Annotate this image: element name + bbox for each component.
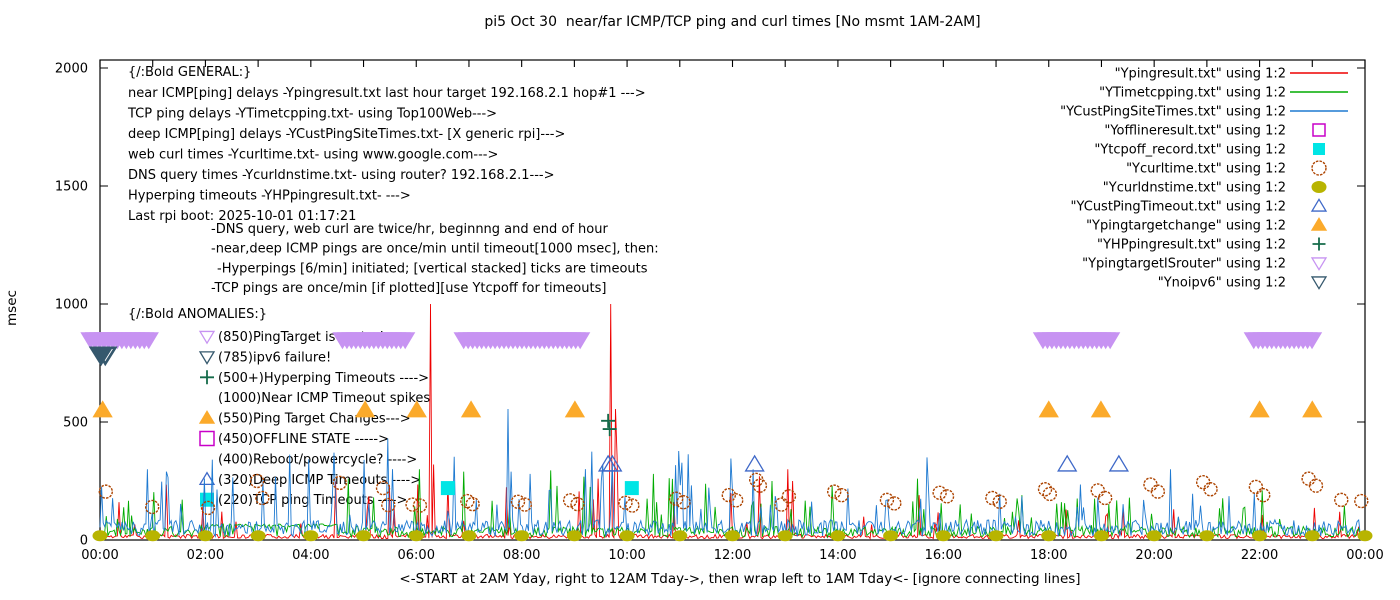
- svg-text:(550)Ping Target Changes--->: (550)Ping Target Changes--->: [218, 412, 411, 427]
- points-ycurldnstime: [92, 530, 1373, 542]
- svg-text:TCP ping delays -YTimetcpping.: TCP ping delays -YTimetcpping.txt- using…: [127, 107, 497, 122]
- svg-text:(1000)Near ICMP Timeout spikes: (1000)Near ICMP Timeout spikes: [218, 391, 430, 406]
- svg-text:"Ytcpoff_record.txt" using 1:2: "Ytcpoff_record.txt" using 1:2: [1094, 143, 1286, 158]
- points-ycurltime: [98, 471, 1369, 516]
- svg-text:-TCP pings are once/min [if pl: -TCP pings are once/min [if plotted][use…: [211, 281, 606, 296]
- legend: "Ypingresult.txt" using 1:2 "YTimetcpping…: [1060, 67, 1348, 291]
- points-ynoipv6: [88, 346, 118, 367]
- svg-text:"Yofflineresult.txt" using 1:2: "Yofflineresult.txt" using 1:2: [1104, 124, 1286, 139]
- svg-text:"YpingtargetISrouter" using 1:: "YpingtargetISrouter" using 1:2: [1082, 257, 1286, 272]
- svg-text:Hyperping timeouts -YHPpingres: Hyperping timeouts -YHPpingresult.txt- -…: [128, 189, 411, 204]
- svg-text:18:00: 18:00: [1030, 548, 1067, 563]
- svg-text:"Ycurldnstime.txt" using 1:2: "Ycurldnstime.txt" using 1:2: [1103, 181, 1286, 196]
- svg-text:deep ICMP[ping] delays -YCustP: deep ICMP[ping] delays -YCustPingSiteTim…: [128, 127, 565, 142]
- chart-title: pi5 Oct 30 near/far ICMP/TCP ping and cu…: [484, 14, 981, 30]
- svg-text:10:00: 10:00: [608, 548, 645, 563]
- svg-text:12:00: 12:00: [714, 548, 751, 563]
- svg-text:(320)Deep ICMP Timeouts ---->: (320)Deep ICMP Timeouts ---->: [218, 473, 421, 488]
- x-axis-label: <-START at 2AM Yday, right to 12AM Tday-…: [399, 571, 1081, 587]
- svg-text:(785)ipv6 failure!: (785)ipv6 failure!: [218, 350, 331, 365]
- svg-text:1000: 1000: [55, 298, 88, 313]
- svg-text:Last rpi boot: 2025-10-01 01:1: Last rpi boot: 2025-10-01 01:17:21: [128, 209, 356, 224]
- svg-text:"YTimetcpping.txt" using 1:2: "YTimetcpping.txt" using 1:2: [1099, 86, 1286, 101]
- svg-text:"YHPpingresult.txt" using 1:2: "YHPpingresult.txt" using 1:2: [1097, 238, 1286, 253]
- svg-text:"YCustPingSiteTimes.txt" using: "YCustPingSiteTimes.txt" using 1:2: [1060, 105, 1286, 120]
- svg-text:500: 500: [63, 416, 88, 431]
- svg-text:"Ycurltime.txt" using 1:2: "Ycurltime.txt" using 1:2: [1126, 162, 1286, 177]
- svg-text:20:00: 20:00: [1135, 548, 1172, 563]
- svg-text:DNS query times -Ycurldnstime.: DNS query times -Ycurldnstime.txt- using…: [128, 168, 554, 183]
- points-ypingtargetchange: [92, 400, 1323, 418]
- points-yhppingresult: [601, 413, 617, 437]
- svg-text:06:00: 06:00: [398, 548, 435, 563]
- svg-text:near ICMP[ping] delays -Ypingr: near ICMP[ping] delays -Ypingresult.txt …: [128, 86, 646, 101]
- svg-text:-near,deep ICMP pings are once: -near,deep ICMP pings are once/min until…: [211, 242, 659, 257]
- svg-text:-Hyperpings [6/min] initiated;: -Hyperpings [6/min] initiated; [vertical…: [217, 261, 648, 276]
- svg-text:2000: 2000: [55, 62, 88, 77]
- svg-text:16:00: 16:00: [925, 548, 962, 563]
- svg-text:00:00: 00:00: [81, 548, 118, 563]
- svg-text:{/:Bold GENERAL:}: {/:Bold GENERAL:}: [128, 65, 251, 80]
- svg-text:"Ypingresult.txt" using 1:2: "Ypingresult.txt" using 1:2: [1115, 67, 1286, 82]
- svg-text:"Ynoipv6" using 1:2: "Ynoipv6" using 1:2: [1158, 276, 1286, 291]
- svg-text:(500+)Hyperping Timeouts ---->: (500+)Hyperping Timeouts ---->: [218, 371, 429, 386]
- svg-text:04:00: 04:00: [292, 548, 329, 563]
- svg-text:(400)Reboot/powercycle? ---->: (400)Reboot/powercycle? ---->: [218, 452, 417, 467]
- svg-text:"Ypingtargetchange" using 1:2: "Ypingtargetchange" using 1:2: [1086, 219, 1286, 234]
- annotations: {/:Bold GENERAL:} near ICMP[ping] delays …: [127, 65, 659, 508]
- series-ycustpingsitetimes-txt: [99, 408, 1366, 539]
- svg-text:"YCustPingTimeout.txt" using 1: "YCustPingTimeout.txt" using 1:2: [1071, 200, 1286, 215]
- svg-text:0: 0: [80, 534, 88, 549]
- svg-text:22:00: 22:00: [1241, 548, 1278, 563]
- svg-text:(220)TCP ping Timeouts ---->: (220)TCP ping Timeouts ---->: [218, 493, 407, 508]
- svg-text:1500: 1500: [55, 180, 88, 195]
- svg-text:{/:Bold ANOMALIES:}: {/:Bold ANOMALIES:}: [128, 307, 267, 322]
- svg-text:(450)OFFLINE STATE ----->: (450)OFFLINE STATE ----->: [218, 432, 389, 447]
- svg-text:-DNS query, web curl are twice: -DNS query, web curl are twice/hr, begin…: [211, 222, 608, 237]
- svg-text:08:00: 08:00: [503, 548, 540, 563]
- svg-text:00:00: 00:00: [1346, 548, 1383, 563]
- points-ycustpingtimeout: [597, 454, 1129, 472]
- points-ypingtargetisrouter: [80, 332, 1323, 350]
- points-ytcpoff-record: [440, 481, 639, 496]
- svg-text:14:00: 14:00: [819, 548, 856, 563]
- svg-text:02:00: 02:00: [187, 548, 224, 563]
- svg-text:web curl times -Ycurltime.txt-: web curl times -Ycurltime.txt- using www…: [128, 148, 498, 163]
